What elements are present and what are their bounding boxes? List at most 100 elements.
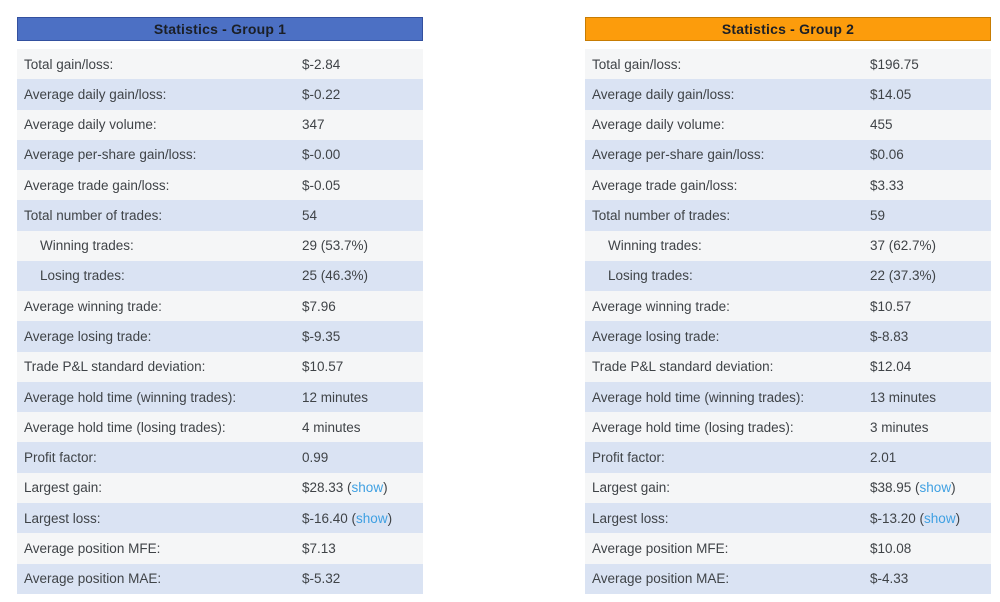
row-label: Average winning trade: <box>592 298 730 314</box>
row-value: 22 (37.3%) <box>870 268 937 284</box>
row-value-cell: $-16.40 (show) <box>302 510 393 526</box>
row-value: 54 <box>302 207 318 223</box>
row-value: $-16.40 <box>302 510 348 526</box>
group2-rows: Total gain/loss: $196.75 Average daily gai… <box>585 49 991 594</box>
row-value-cell: 29 (53.7%) <box>302 238 368 253</box>
row-label: Average position MFE: <box>592 540 729 556</box>
group2-header: Statistics - Group 2 <box>585 17 991 41</box>
table-row: Profit factor: 0.99 <box>17 442 423 473</box>
row-value: 0.99 <box>302 450 329 466</box>
row-value-cell: $-0.22 <box>302 87 340 102</box>
row-value-cell: $-9.35 <box>302 329 340 344</box>
row-value: 4 minutes <box>302 419 361 435</box>
row-label: Average losing trade: <box>24 329 152 345</box>
row-value: $-13.20 <box>870 510 916 526</box>
table-row: Average daily volume: 347 <box>17 109 423 140</box>
row-label: Largest loss: <box>24 510 101 526</box>
row-label: Average position MAE: <box>592 571 730 587</box>
row-value: $10.08 <box>870 540 912 556</box>
stats-table-group2: Statistics - Group 2 Total gain/loss: $19… <box>585 17 991 594</box>
row-label: Winning trades: <box>608 238 702 254</box>
row-value-cell: $-0.05 <box>302 178 340 193</box>
table-row: Largest gain: $28.33 (show) <box>17 472 423 503</box>
row-label: Losing trades: <box>608 268 693 284</box>
table-row: Average position MAE: $-5.32 <box>17 563 423 594</box>
show-link[interactable]: show <box>356 510 388 526</box>
table-row: Largest gain: $38.95 (show) <box>585 472 991 503</box>
row-value-cell: $-0.00 <box>302 147 340 162</box>
row-value-cell: $0.06 <box>870 147 904 162</box>
row-value: 2.01 <box>870 450 897 466</box>
row-label: Average losing trade: <box>592 329 720 345</box>
table-row: Average trade gain/loss: $3.33 <box>585 170 991 201</box>
row-value: 29 (53.7%) <box>302 238 369 254</box>
row-value-cell: $10.08 <box>870 541 911 556</box>
show-link[interactable]: show <box>919 480 952 496</box>
row-value-cell: 13 minutes <box>870 390 936 405</box>
show-link[interactable]: show <box>351 480 384 496</box>
show-link[interactable]: show <box>924 510 956 526</box>
group1-header: Statistics - Group 1 <box>17 17 423 41</box>
row-value: $-2.84 <box>302 56 341 72</box>
row-value-cell: $-13.20 (show) <box>870 510 961 526</box>
table-row: Average losing trade: $-8.83 <box>585 321 991 352</box>
row-value: $0.06 <box>870 147 904 163</box>
row-value-cell: $3.33 <box>870 178 904 193</box>
row-value-cell: 54 <box>302 208 317 223</box>
row-label: Average per-share gain/loss: <box>592 147 765 163</box>
row-value: $-8.83 <box>870 329 909 345</box>
row-label: Average per-share gain/loss: <box>24 147 197 163</box>
row-label: Largest gain: <box>24 480 103 496</box>
table-row: Average daily gain/loss: $14.05 <box>585 79 991 110</box>
row-label: Average hold time (winning trades): <box>24 389 237 405</box>
row-value: $-0.05 <box>302 177 341 193</box>
row-value: $14.05 <box>870 86 912 102</box>
row-label: Average hold time (losing trades): <box>592 419 794 435</box>
table-row: Total number of trades: 54 <box>17 200 423 231</box>
row-value-cell: $12.04 <box>870 359 911 374</box>
table-row: Winning trades: 29 (53.7%) <box>17 230 423 261</box>
row-label: Total number of trades: <box>592 207 731 223</box>
row-label: Average trade gain/loss: <box>24 177 170 193</box>
table-row: Losing trades: 22 (37.3%) <box>585 260 991 292</box>
table-row: Largest loss: $-16.40 (show) <box>17 502 423 534</box>
table-row: Average position MFE: $10.08 <box>585 533 991 564</box>
row-value-cell: 12 minutes <box>302 390 368 405</box>
row-value-cell: 455 <box>870 117 893 132</box>
row-label: Trade P&L standard deviation: <box>592 359 774 375</box>
row-value-cell: $10.57 <box>870 299 911 314</box>
table-row: Winning trades: 37 (62.7%) <box>585 230 991 261</box>
group2-title: Statistics - Group 2 <box>721 21 855 37</box>
row-value-cell: $-2.84 <box>302 57 340 72</box>
row-value: 59 <box>870 207 886 223</box>
row-label: Total gain/loss: <box>592 56 682 72</box>
row-label: Average daily volume: <box>592 117 725 133</box>
row-value-cell: $7.96 <box>302 299 336 314</box>
row-value-cell: $196.75 <box>870 57 919 72</box>
row-label: Average winning trade: <box>24 298 162 314</box>
row-label: Trade P&L standard deviation: <box>24 359 206 375</box>
row-value-cell: $38.95 (show) <box>870 480 956 496</box>
table-row: Average daily volume: 455 <box>585 109 991 140</box>
row-value: 455 <box>870 117 893 133</box>
row-label: Losing trades: <box>40 268 125 284</box>
row-value-cell: 37 (62.7%) <box>870 238 936 253</box>
row-value-cell: 0.99 <box>302 450 328 465</box>
row-value: $-5.32 <box>302 571 341 587</box>
table-row: Average losing trade: $-9.35 <box>17 321 423 352</box>
row-value-cell: 3 minutes <box>870 420 929 435</box>
table-row: Total number of trades: 59 <box>585 200 991 231</box>
row-label: Average daily volume: <box>24 117 157 133</box>
row-label: Largest gain: <box>592 480 671 496</box>
row-value: 13 minutes <box>870 389 937 405</box>
row-label: Average daily gain/loss: <box>24 86 167 102</box>
table-row: Average winning trade: $10.57 <box>585 291 991 322</box>
row-label: Average hold time (winning trades): <box>592 389 805 405</box>
table-row: Average hold time (losing trades): 3 minu… <box>585 412 991 443</box>
row-value: $3.33 <box>870 177 904 193</box>
row-value: $-4.33 <box>870 571 909 587</box>
row-value-cell: $10.57 <box>302 359 343 374</box>
row-value-cell: 347 <box>302 117 325 132</box>
table-row: Average per-share gain/loss: $0.06 <box>585 139 991 171</box>
